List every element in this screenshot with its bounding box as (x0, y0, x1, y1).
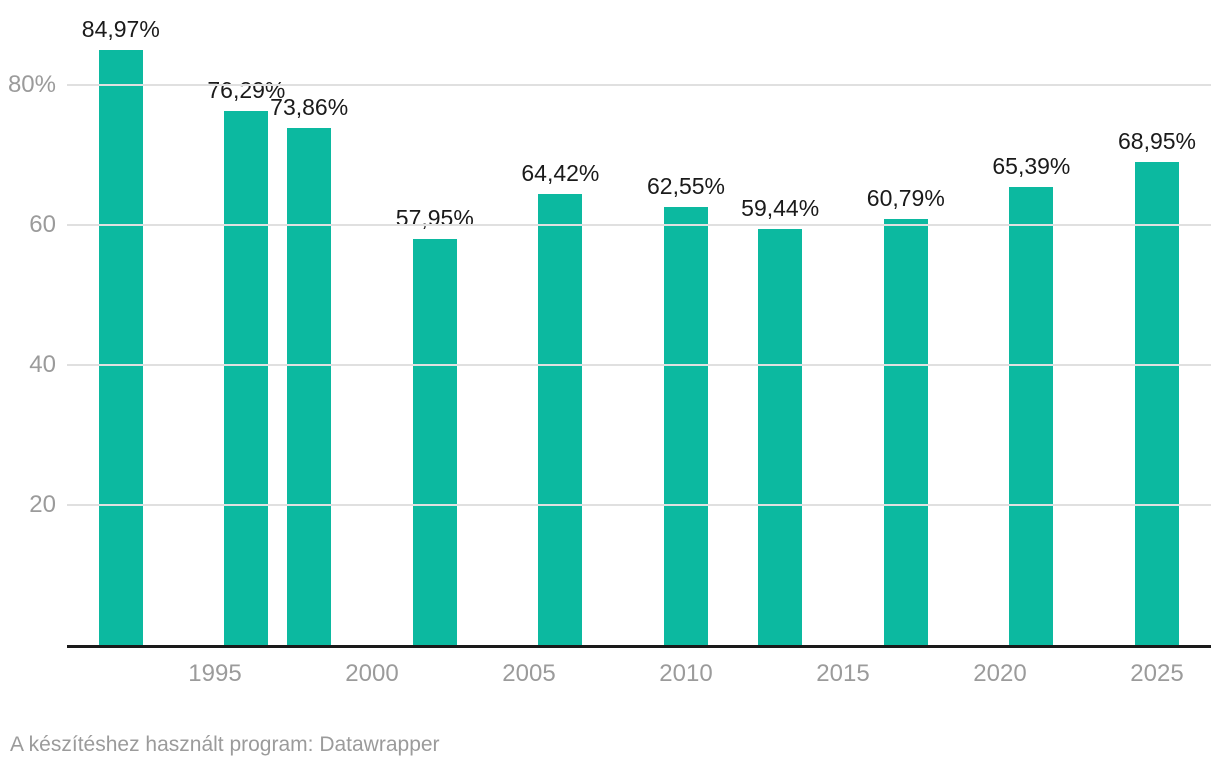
x-axis-tick-label: 2020 (973, 660, 1027, 687)
bar (98, 50, 143, 645)
x-axis-tick-label: 1995 (188, 660, 242, 687)
x-axis-tick-label: 2025 (1130, 660, 1184, 687)
bar (664, 207, 708, 645)
bar-value-label: 84,97% (81, 16, 160, 43)
bar-value-label: 62,55% (646, 173, 725, 200)
bar (412, 239, 457, 645)
bar (758, 228, 803, 645)
x-axis-tick-label: 2010 (659, 660, 713, 687)
bar-value-label: 59,44% (741, 194, 820, 221)
y-axis-tick-label: 40 (29, 351, 56, 378)
x-axis-line (67, 645, 1211, 648)
y-axis-tick-label: 60 (29, 211, 56, 238)
bar (538, 194, 583, 645)
gridline (67, 84, 1211, 86)
x-axis-tick-label: 2015 (816, 660, 870, 687)
bar-value-label: 57,95% (395, 205, 474, 232)
bar (287, 127, 332, 645)
chart-footer: A készítéshez használt program: Datawrap… (10, 733, 440, 756)
x-axis-tick-label: 2000 (345, 660, 399, 687)
y-axis-tick-label: 80% (7, 71, 56, 98)
bar-value-label: 76,29% (207, 76, 286, 103)
y-axis-tick-label: 20 (29, 491, 56, 518)
gridline (67, 224, 1211, 226)
bar-value-label: 73,86% (270, 93, 349, 120)
bar-value-label: 64,42% (521, 160, 600, 187)
bar (883, 219, 928, 645)
gridline (67, 504, 1211, 506)
bar-value-label: 60,79% (866, 185, 945, 212)
x-axis-tick-label: 2005 (502, 660, 556, 687)
gridline (67, 364, 1211, 366)
bar-value-label: 65,39% (992, 153, 1071, 180)
bar (224, 110, 269, 645)
bar (1135, 162, 1179, 645)
bar-value-label: 68,95% (1117, 128, 1196, 155)
bar (1009, 187, 1054, 645)
